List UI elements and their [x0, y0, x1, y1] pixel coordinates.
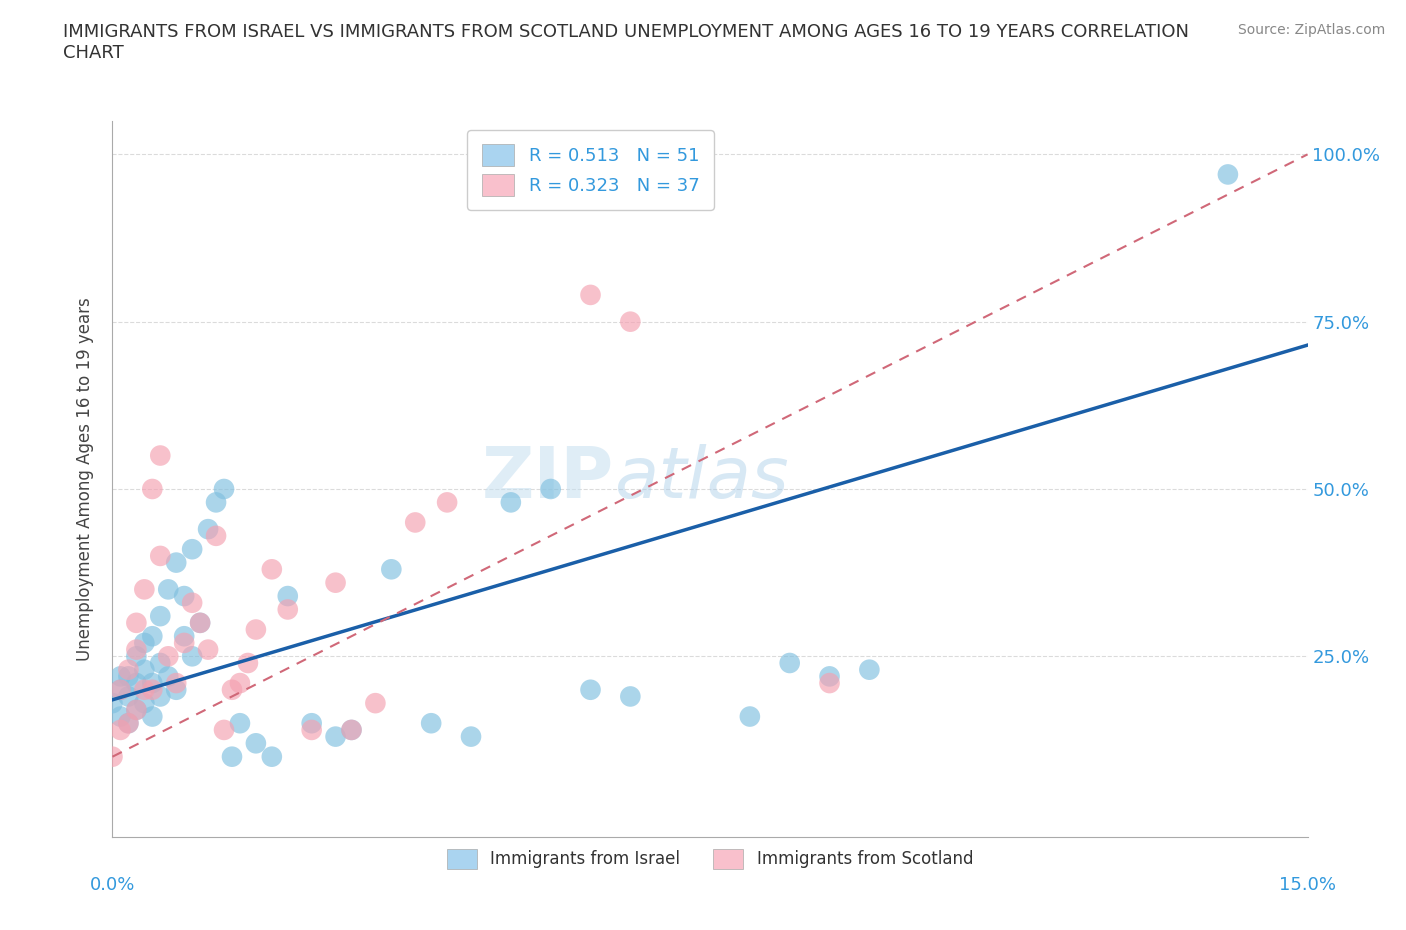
- Point: [420, 716, 443, 731]
- Point: [779, 656, 801, 671]
- Point: [165, 683, 187, 698]
- Point: [188, 616, 211, 631]
- Point: [110, 683, 132, 698]
- Point: [173, 635, 195, 650]
- Point: [165, 555, 187, 570]
- Point: [110, 723, 132, 737]
- Point: [301, 716, 323, 731]
- Point: [141, 709, 163, 724]
- Text: atlas: atlas: [614, 445, 789, 513]
- Text: 0.0%: 0.0%: [90, 876, 135, 895]
- Point: [325, 729, 347, 744]
- Point: [380, 562, 402, 577]
- Point: [110, 683, 132, 698]
- Point: [236, 656, 259, 671]
- Point: [134, 696, 156, 711]
- Point: [149, 609, 172, 624]
- Point: [364, 696, 387, 711]
- Point: [579, 287, 602, 302]
- Point: [436, 495, 458, 510]
- Point: [117, 716, 139, 731]
- Point: [134, 662, 156, 677]
- Point: [117, 689, 139, 704]
- Point: [325, 576, 347, 591]
- Point: [157, 649, 180, 664]
- Point: [205, 528, 228, 543]
- Legend: Immigrants from Israel, Immigrants from Scotland: Immigrants from Israel, Immigrants from …: [433, 835, 987, 883]
- Point: [125, 675, 148, 690]
- Point: [229, 675, 252, 690]
- Point: [260, 750, 283, 764]
- Point: [277, 602, 299, 617]
- Point: [117, 716, 139, 731]
- Point: [125, 643, 148, 658]
- Point: [157, 582, 180, 597]
- Text: Source: ZipAtlas.com: Source: ZipAtlas.com: [1237, 23, 1385, 37]
- Point: [301, 723, 323, 737]
- Point: [110, 709, 132, 724]
- Point: [245, 622, 267, 637]
- Point: [141, 675, 163, 690]
- Point: [141, 482, 163, 497]
- Point: [619, 689, 641, 704]
- Point: [173, 589, 195, 604]
- Point: [818, 675, 841, 690]
- Point: [460, 729, 482, 744]
- Point: [149, 448, 172, 463]
- Point: [221, 750, 243, 764]
- Point: [117, 662, 139, 677]
- Point: [149, 656, 172, 671]
- Point: [404, 515, 426, 530]
- Point: [540, 482, 562, 497]
- Point: [1216, 167, 1239, 182]
- Text: ZIP: ZIP: [482, 445, 614, 513]
- Point: [277, 589, 299, 604]
- Point: [260, 562, 283, 577]
- Point: [157, 669, 180, 684]
- Point: [212, 723, 235, 737]
- Y-axis label: Unemployment Among Ages 16 to 19 years: Unemployment Among Ages 16 to 19 years: [76, 297, 94, 661]
- Point: [101, 696, 124, 711]
- Point: [125, 702, 148, 717]
- Point: [181, 542, 204, 557]
- Point: [110, 669, 132, 684]
- Point: [125, 616, 148, 631]
- Point: [245, 736, 267, 751]
- Point: [181, 649, 204, 664]
- Point: [579, 683, 602, 698]
- Point: [858, 662, 880, 677]
- Point: [619, 314, 641, 329]
- Point: [197, 522, 219, 537]
- Point: [173, 629, 195, 644]
- Point: [340, 723, 363, 737]
- Point: [181, 595, 204, 610]
- Point: [738, 709, 761, 724]
- Point: [188, 616, 211, 631]
- Point: [149, 549, 172, 564]
- Point: [125, 649, 148, 664]
- Point: [197, 643, 219, 658]
- Point: [117, 669, 139, 684]
- Point: [134, 582, 156, 597]
- Point: [134, 683, 156, 698]
- Point: [212, 482, 235, 497]
- Point: [125, 702, 148, 717]
- Point: [221, 683, 243, 698]
- Point: [101, 750, 124, 764]
- Text: 15.0%: 15.0%: [1279, 876, 1336, 895]
- Point: [141, 683, 163, 698]
- Point: [141, 629, 163, 644]
- Point: [205, 495, 228, 510]
- Point: [340, 723, 363, 737]
- Text: IMMIGRANTS FROM ISRAEL VS IMMIGRANTS FROM SCOTLAND UNEMPLOYMENT AMONG AGES 16 TO: IMMIGRANTS FROM ISRAEL VS IMMIGRANTS FRO…: [63, 23, 1189, 62]
- Point: [165, 675, 187, 690]
- Point: [134, 635, 156, 650]
- Point: [149, 689, 172, 704]
- Point: [818, 669, 841, 684]
- Point: [499, 495, 522, 510]
- Point: [229, 716, 252, 731]
